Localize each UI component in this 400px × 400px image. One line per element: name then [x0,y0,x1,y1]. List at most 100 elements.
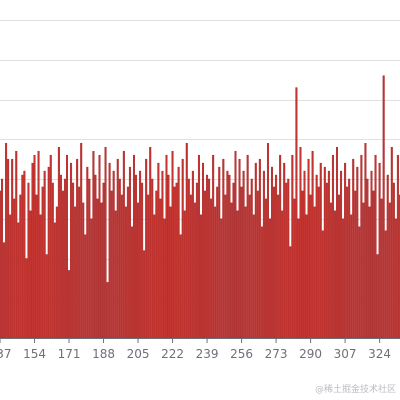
bar-187[interactable] [100,202,103,339]
bar-311[interactable] [352,158,355,339]
bar-206[interactable] [139,170,142,339]
bar-275[interactable] [279,154,282,339]
bar-201[interactable] [128,166,131,339]
bar-185[interactable] [96,198,99,339]
bar-215[interactable] [157,162,160,339]
bar-154[interactable] [33,154,36,339]
bar-239[interactable] [206,174,209,339]
bar-170[interactable] [65,154,68,339]
bar-254[interactable] [236,210,239,339]
bar-255[interactable] [238,158,241,339]
bar-247[interactable] [222,158,225,339]
bar-142[interactable] [9,214,12,339]
bar-256[interactable] [240,186,243,339]
bar-266[interactable] [260,226,263,339]
bar-289[interactable] [307,158,310,339]
bar-277[interactable] [283,162,286,339]
bar-316[interactable] [362,202,365,339]
bar-299[interactable] [327,170,330,339]
bar-298[interactable] [325,182,328,339]
bar-306[interactable] [342,218,345,339]
bar-264[interactable] [256,190,259,339]
bar-168[interactable] [61,190,64,339]
bar-193[interactable] [112,170,115,339]
bar-329[interactable] [388,202,391,339]
bar-282[interactable] [293,198,296,339]
bar-273[interactable] [275,174,278,339]
bar-267[interactable] [262,170,265,339]
bar-321[interactable] [372,190,375,339]
bar-284[interactable] [297,218,300,339]
bar-294[interactable] [317,186,320,339]
bar-225[interactable] [177,166,180,339]
bar-137[interactable] [0,190,2,339]
bar-283[interactable] [295,87,298,339]
bar-238[interactable] [204,190,207,339]
bar-303[interactable] [335,146,338,339]
bar-181[interactable] [88,178,91,339]
bar-184[interactable] [94,174,97,339]
bar-252[interactable] [232,182,235,339]
bar-156[interactable] [37,150,40,339]
bar-293[interactable] [315,174,318,339]
bar-165[interactable] [55,206,58,339]
bar-287[interactable] [303,170,306,339]
bar-296[interactable] [321,230,324,339]
bar-280[interactable] [289,246,292,339]
bar-218[interactable] [163,218,166,339]
bar-279[interactable] [287,178,290,339]
bar-327[interactable] [384,230,387,339]
bar-172[interactable] [70,162,73,339]
bar-158[interactable] [41,186,44,339]
bar-237[interactable] [202,162,205,339]
bar-214[interactable] [155,190,158,339]
bar-229[interactable] [185,143,188,339]
bar-250[interactable] [228,174,231,339]
bar-257[interactable] [242,170,245,339]
bar-320[interactable] [370,170,373,339]
bar-243[interactable] [214,206,217,339]
bar-157[interactable] [39,214,42,339]
bar-290[interactable] [309,194,312,339]
bar-331[interactable] [392,182,395,339]
bar-222[interactable] [171,150,174,339]
bar-211[interactable] [149,146,152,339]
bar-141[interactable] [7,158,10,339]
bar-285[interactable] [299,146,302,339]
bar-251[interactable] [230,202,233,339]
bar-164[interactable] [53,222,56,339]
bar-235[interactable] [197,154,200,339]
bar-195[interactable] [116,158,119,339]
bar-188[interactable] [102,182,105,339]
bar-180[interactable] [86,166,89,339]
bar-208[interactable] [143,250,146,339]
bar-332[interactable] [394,218,397,339]
bar-207[interactable] [141,182,144,339]
bar-140[interactable] [5,143,8,339]
bar-244[interactable] [216,186,219,339]
bar-202[interactable] [130,226,133,339]
bar-177[interactable] [80,143,83,339]
bar-297[interactable] [323,166,326,339]
bar-147[interactable] [19,194,22,339]
bar-223[interactable] [173,186,176,339]
bar-151[interactable] [27,182,30,339]
bar-259[interactable] [246,154,249,339]
bar-216[interactable] [159,198,162,339]
bar-328[interactable] [386,174,389,339]
bar-248[interactable] [224,194,227,339]
bar-330[interactable] [390,146,393,339]
bar-333[interactable] [396,154,399,339]
bar-249[interactable] [226,170,229,339]
bar-274[interactable] [277,194,280,339]
bar-245[interactable] [218,166,221,339]
bar-182[interactable] [90,218,93,339]
bar-268[interactable] [264,198,267,339]
bar-242[interactable] [212,154,215,339]
bar-166[interactable] [57,146,60,339]
bar-309[interactable] [348,178,351,339]
bar-139[interactable] [3,242,6,339]
bar-302[interactable] [333,210,336,339]
bar-265[interactable] [258,158,261,339]
bar-190[interactable] [106,282,109,339]
